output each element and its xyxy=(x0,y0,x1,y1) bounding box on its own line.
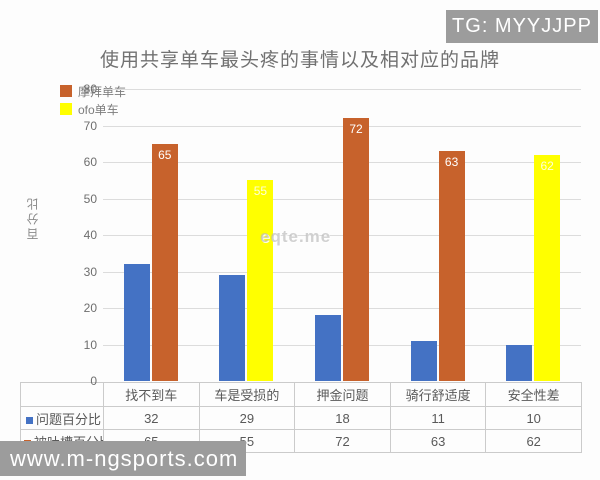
bar-complaint-percent: 72 xyxy=(343,118,369,381)
bar-complaint-percent: 65 xyxy=(151,143,178,382)
bar-complaint-percent: 62 xyxy=(534,154,561,381)
table-column-header: 安全性差 xyxy=(485,382,582,407)
table-column-header: 骑行舒适度 xyxy=(389,382,487,407)
table-value-cell: 62 xyxy=(485,429,582,453)
table-value-cell: 29 xyxy=(198,406,296,430)
gridline xyxy=(103,198,581,200)
table-corner-cell xyxy=(20,382,104,407)
center-watermark: eqte.me xyxy=(260,227,332,246)
legend-swatch-icon xyxy=(60,103,72,115)
y-tick-label: 70 xyxy=(83,118,97,133)
table-column-header: 找不到车 xyxy=(103,382,200,407)
y-tick-label: 30 xyxy=(83,264,97,279)
bar-data-label: 63 xyxy=(444,155,459,170)
bar-problem-percent xyxy=(123,264,150,381)
legend-item: 摩拜单车 xyxy=(60,82,126,100)
gridline xyxy=(103,89,581,90)
bar-problem-percent xyxy=(506,344,533,381)
bar-data-label: 72 xyxy=(349,122,363,137)
table-column-header: 车是受损的 xyxy=(198,382,296,407)
legend-swatch-icon xyxy=(60,85,72,97)
bar-complaint-percent: 55 xyxy=(247,180,274,382)
site-watermark: www.m-ngsports.com xyxy=(0,441,246,476)
y-tick-label: 40 xyxy=(83,228,97,242)
legend-label: ofo单车 xyxy=(78,102,119,117)
table-value-cell: 32 xyxy=(103,406,200,430)
table-value-cell: 18 xyxy=(294,406,391,430)
bar-data-label: 65 xyxy=(158,147,172,162)
bar-problem-percent xyxy=(315,315,341,381)
y-tick-label: 50 xyxy=(83,191,97,206)
legend-item: ofo单车 xyxy=(60,100,126,118)
tg-badge: TG: MYYJJPP xyxy=(446,10,598,43)
series-marker-icon xyxy=(25,416,33,424)
gridline xyxy=(103,162,581,163)
bar-problem-percent xyxy=(410,340,437,381)
legend-label: 摩拜单车 xyxy=(78,84,127,99)
bar-problem-percent xyxy=(219,275,246,381)
chart-legend: 摩拜单车 ofo单车 xyxy=(60,82,126,118)
gridline xyxy=(103,308,581,309)
y-tick-label: 20 xyxy=(83,301,97,315)
bar-data-label: 62 xyxy=(540,158,554,173)
y-tick-label: 60 xyxy=(83,155,97,169)
bar-data-label: 55 xyxy=(253,184,268,199)
table-row: 问题百分比 32 29 18 11 10 xyxy=(20,406,582,430)
table-value-cell: 10 xyxy=(485,406,582,430)
y-axis-title: 百分比 xyxy=(26,195,40,240)
gridline xyxy=(103,271,581,273)
gridline xyxy=(103,344,581,346)
table-value-cell: 72 xyxy=(294,429,391,453)
table-column-header: 押金问题 xyxy=(294,382,391,407)
table-value-cell: 63 xyxy=(389,429,487,453)
bar-complaint-percent: 63 xyxy=(438,151,465,381)
y-tick-label: 0 xyxy=(90,374,97,388)
table-value-cell: 11 xyxy=(389,406,487,430)
chart-title: 使用共享单车最头疼的事情以及相对应的品牌 xyxy=(99,50,500,71)
y-tick-label: 80 xyxy=(83,82,97,96)
gridline xyxy=(103,235,581,236)
table-row-header: 问题百分比 xyxy=(20,406,104,430)
y-tick-label: 10 xyxy=(83,337,97,352)
gridline xyxy=(103,125,581,127)
